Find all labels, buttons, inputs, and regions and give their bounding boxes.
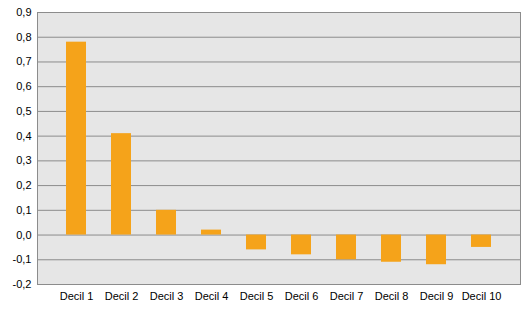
svg-text:Decil 6: Decil 6 [285,290,319,302]
svg-text:Decil 1: Decil 1 [60,290,94,302]
svg-text:-0,1: -0,1 [13,253,32,265]
svg-text:0,4: 0,4 [16,130,31,142]
svg-text:0,5: 0,5 [16,105,31,117]
svg-text:Decil 7: Decil 7 [330,290,364,302]
svg-text:-0,2: -0,2 [13,278,32,290]
svg-text:0,1: 0,1 [16,204,31,216]
svg-text:0,7: 0,7 [16,55,31,67]
svg-text:Decil 8: Decil 8 [375,290,409,302]
svg-text:0,8: 0,8 [16,31,31,43]
svg-text:Decil 3: Decil 3 [150,290,184,302]
svg-text:0,3: 0,3 [16,154,31,166]
svg-text:Decil 9: Decil 9 [420,290,454,302]
svg-text:Decil 10: Decil 10 [462,290,502,302]
svg-text:Decil 4: Decil 4 [195,290,229,302]
svg-text:0,9: 0,9 [16,6,31,18]
svg-text:0,6: 0,6 [16,80,31,92]
svg-text:Decil 5: Decil 5 [240,290,274,302]
svg-text:Decil 2: Decil 2 [105,290,139,302]
svg-text:0,0: 0,0 [16,229,31,241]
svg-text:0,2: 0,2 [16,179,31,191]
